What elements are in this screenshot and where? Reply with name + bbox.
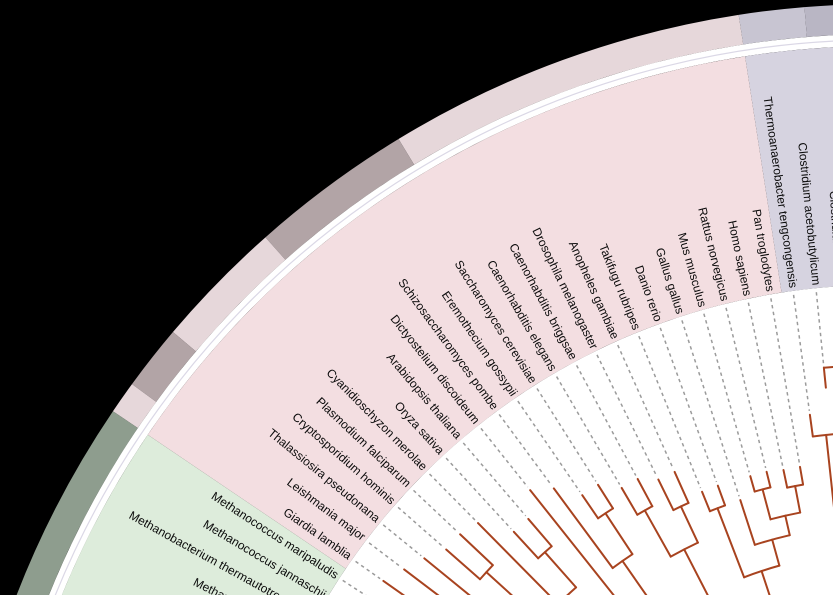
tree-branch-pan-troglodytes <box>799 465 805 486</box>
leader-line-homo-sapiens <box>747 302 784 467</box>
leader-line-thalassiosira-pseudonana <box>382 524 422 557</box>
outer-ring-segment-6 <box>112 384 157 429</box>
tree-branch-clade <box>771 538 781 567</box>
leader-line-drosophila-melanogaster <box>596 354 658 477</box>
outer-ring-segment-3 <box>265 139 415 260</box>
leader-line-dictyostelium-discoideum <box>480 427 529 488</box>
leader-line-saccharomyces-cerevisiae <box>536 388 597 482</box>
outer-ring-segment-0 <box>804 5 833 37</box>
tree-branch-mus-musculus <box>749 475 756 493</box>
tree-branch-arc <box>822 365 833 369</box>
tree-branch-clade <box>784 514 791 537</box>
clade-wedge-eukaryota <box>147 56 782 569</box>
tree-branch-schizosaccharomyces-pombe <box>552 487 614 570</box>
tree-branch-clade <box>794 485 802 514</box>
tree-branch-danio-rerio <box>716 484 727 507</box>
tree-branch-clade <box>760 570 771 595</box>
leader-line-thermoanaerobacter-tengcongensis <box>792 294 811 411</box>
leader-line-caenorhabditis-briggsae <box>575 364 637 476</box>
tree-branch-arabidopsis-thaliana <box>527 517 553 548</box>
leader-line-arabidopsis-thaliana <box>462 442 527 517</box>
clade-wedge-bacteria <box>745 47 833 293</box>
tree-branch-dictyostelium-discoideum <box>529 489 615 595</box>
leader-line-pan-troglodytes <box>770 298 801 464</box>
tree-branch-clade <box>679 505 699 544</box>
outer-ring-segment-4 <box>172 237 286 352</box>
leader-line-oryza-sativa <box>445 457 512 530</box>
tree-branch-arc <box>566 586 578 595</box>
tree-branch-clade <box>716 507 746 579</box>
outer-ring-segment-2 <box>398 14 744 165</box>
leader-line-methanococcus-maripaludis <box>342 579 367 595</box>
tree-branch-plasmodium-falciparum <box>459 533 494 567</box>
guide-arc <box>54 40 833 595</box>
tree-branch-clade <box>543 551 578 589</box>
leader-line-caenorhabditis-elegans <box>555 376 621 485</box>
tree-branch-cyanidioschyzon-merolae <box>477 522 551 595</box>
outer-ring-segment-5 <box>131 332 196 402</box>
tree-branch-clostridium-acetobutylicum <box>822 366 827 389</box>
tree-branch-clade <box>485 571 514 595</box>
tree-branch-clade <box>604 512 634 556</box>
leader-line-eremothecium-gossypii <box>517 400 581 493</box>
outer-ring-segment-7 <box>16 411 138 595</box>
tree-branch-gallus-gallus <box>739 499 756 546</box>
tree-branch-rattus-norvegicus <box>765 470 772 489</box>
leader-line-rattus-norvegicus <box>725 307 767 469</box>
tree-branch-clade <box>683 548 709 595</box>
leader-line-takifugu-rubripes <box>638 335 702 489</box>
tree-branch-drosophila-melanogaster <box>657 478 675 512</box>
tree-branch-takifugu-rubripes <box>701 490 711 513</box>
tree-branch-caenorhabditis-elegans <box>620 486 639 516</box>
leader-line-mus-musculus <box>703 313 750 473</box>
leader-line-giardia-lamblia <box>355 560 381 580</box>
tree-branches <box>382 365 833 595</box>
tree-branch-homo-sapiens <box>782 469 789 489</box>
tree-branch-oryza-sativa <box>512 530 540 560</box>
leader-line-cryptosporidium-hominis <box>397 506 444 548</box>
leader-line-plasmodium-falciparum <box>412 489 458 533</box>
tree-branch-eremothecium-gossypii <box>581 494 600 520</box>
clade-wedge-archaea <box>62 434 346 595</box>
leader-line-danio-rerio <box>659 327 718 483</box>
tree-area <box>328 286 833 595</box>
tree-branch-cryptosporidium-hominis <box>445 548 482 581</box>
leader-line-schizosaccharomyces-pombe <box>498 413 553 486</box>
leader-line-anopheles-gambiae <box>617 344 674 469</box>
tree-branch-clade <box>621 559 648 595</box>
tree-branch-caenorhabditis-briggsae <box>636 477 654 508</box>
tree-branch-clade <box>761 488 772 521</box>
tree-branch-anopheles-gambiae <box>673 470 690 504</box>
tree-branch-leishmania-major <box>403 568 440 595</box>
tree-branch-clade <box>643 509 672 558</box>
tree-branch-thermoanaerobacter-tengcongensis <box>808 413 814 438</box>
outer-ring-segment-1 <box>738 7 807 45</box>
tree-branch-saccharomyces-cerevisiae <box>597 483 614 510</box>
species-label-clostridium-tetani[interactable]: Clostridium tetani <box>827 190 833 283</box>
tree-branch-thalassiosira-pseudonana <box>423 557 471 595</box>
